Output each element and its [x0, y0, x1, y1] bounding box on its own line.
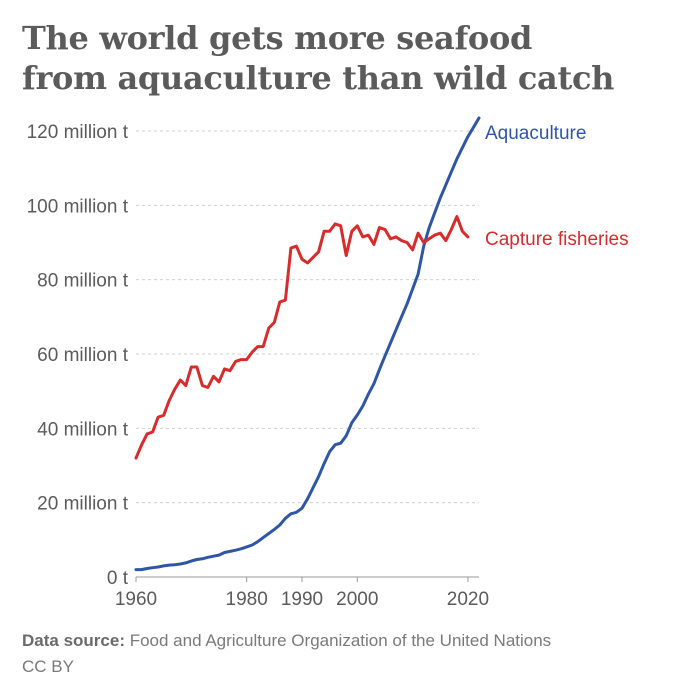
x-tick-label: 1990	[281, 589, 323, 610]
capture-fisheries-series-label: Capture fisheries	[485, 229, 629, 250]
chart-title-line-1: The world gets more seafood	[22, 19, 533, 57]
y-tick-label: 120 million t	[27, 122, 129, 143]
aquaculture-series-line	[134, 116, 481, 572]
data-source-line: Data source: Food and Agriculture Organi…	[22, 628, 682, 654]
footer: Data source: Food and Agriculture Organi…	[22, 628, 682, 680]
y-tick-label: 60 million t	[37, 345, 129, 366]
x-tick-label: 2020	[447, 589, 489, 610]
y-tick-label: 100 million t	[27, 196, 129, 217]
line-chart: 0 t 20 million t 40 million t 60 million t 8…	[27, 116, 629, 610]
data-source-label: Data source:	[22, 631, 125, 650]
x-tick-label: 1980	[226, 589, 268, 610]
y-tick-label: 40 million t	[37, 419, 129, 440]
capture-fisheries-series-line	[134, 215, 470, 460]
x-tick-label: 2000	[336, 589, 378, 610]
aquaculture-series-label: Aquaculture	[485, 123, 586, 144]
y-tick-label: 80 million t	[37, 271, 129, 292]
y-tick-label: 20 million t	[37, 494, 129, 515]
chart-title-line-2: from aquaculture than wild catch	[22, 59, 615, 97]
x-tick-label: 1960	[115, 589, 157, 610]
data-source-text: Food and Agriculture Organization of the…	[124, 631, 552, 650]
y-tick-label: 0 t	[107, 568, 129, 589]
chart-title: The world gets more seafood from aquacul…	[22, 18, 682, 98]
license-text: CC BY	[22, 657, 74, 676]
